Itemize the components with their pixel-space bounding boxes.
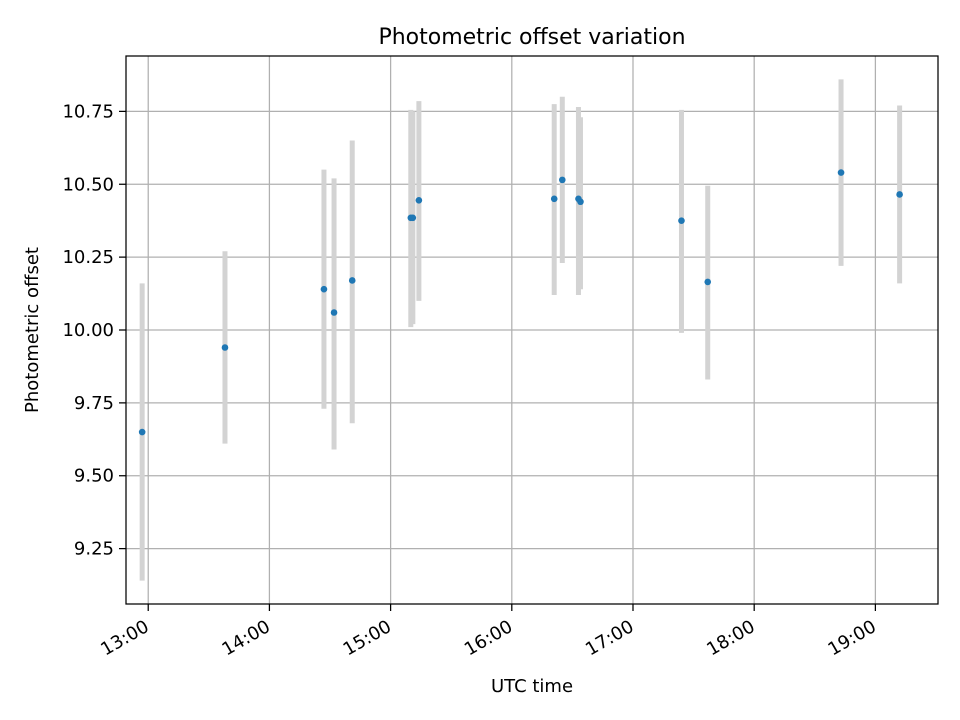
data-point (348, 277, 356, 284)
y-tick-label: 10.50 (62, 174, 114, 195)
data-point (678, 217, 685, 224)
data-point (409, 214, 417, 222)
data-point (550, 195, 558, 203)
y-tick-label: 10.25 (62, 247, 114, 268)
chart-title: Photometric offset variation (378, 25, 685, 50)
data-point (330, 309, 338, 316)
data-point (138, 428, 146, 436)
data-points (138, 169, 903, 436)
data-point (320, 285, 328, 293)
data-point (221, 344, 229, 351)
data-point (896, 191, 903, 198)
data-point (577, 198, 584, 206)
y-axis-label: Photometric offset (22, 247, 43, 413)
y-tick-label: 9.75 (74, 393, 114, 414)
grid-lines (126, 56, 938, 604)
y-tick-label: 10.75 (62, 101, 114, 122)
data-point (837, 169, 845, 176)
x-axis-label: UTC time (491, 676, 573, 697)
y-tick-label: 10.00 (62, 320, 114, 341)
y-axis-ticks: 9.25 9.50 9.75 10.00 10.25 10.50 10.75 (62, 101, 126, 560)
data-point (704, 278, 712, 286)
y-tick-label: 9.50 (74, 466, 114, 487)
y-tick-label: 9.25 (74, 539, 114, 560)
data-point (415, 196, 423, 204)
data-point (558, 176, 566, 184)
